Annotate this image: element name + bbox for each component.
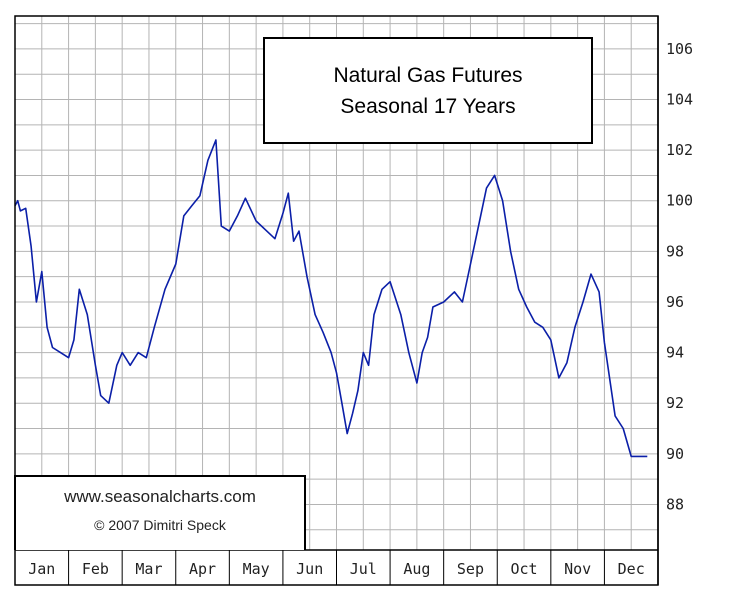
y-tick-label: 96 — [666, 293, 684, 311]
x-tick-label: Aug — [403, 560, 430, 578]
x-tick-label: Jan — [28, 560, 55, 578]
x-tick-label: Nov — [564, 560, 591, 578]
chart-border — [14, 15, 659, 586]
x-axis: Jan Feb Mar Apr May Jun Jul Aug Sep Oct Nov Dec — [15, 16, 659, 585]
y-tick-label: 88 — [666, 495, 684, 513]
y-tick-label: 106 — [666, 40, 693, 58]
x-tick-label: Apr — [189, 560, 216, 578]
x-tick-label: May — [243, 560, 270, 578]
x-tick-label: Oct — [510, 560, 537, 578]
y-tick-label: 102 — [666, 141, 693, 159]
x-tick-label: Dec — [618, 560, 645, 578]
x-tick-label: Jul — [350, 560, 377, 578]
title-box: Natural Gas Futures Seasonal 17 Years — [263, 37, 593, 144]
credit-author: © 2007 Dimitri Speck — [94, 517, 226, 533]
y-tick-label: 90 — [666, 445, 684, 463]
credit-box: www.seasonalcharts.com © 2007 Dimitri Sp… — [14, 475, 306, 550]
x-tick-label: Feb — [82, 560, 109, 578]
y-tick-label: 104 — [666, 91, 693, 109]
x-tick-label: Sep — [457, 560, 484, 578]
y-tick-label: 94 — [666, 344, 684, 362]
y-tick-label: 92 — [666, 394, 684, 412]
series-line — [14, 139, 648, 458]
credit-url: www.seasonalcharts.com — [64, 487, 256, 506]
x-tick-label: Mar — [135, 560, 162, 578]
y-tick-label: 98 — [666, 242, 684, 260]
chart-title-line-1: Natural Gas Futures — [333, 63, 523, 87]
chart-title-line-2: Seasonal 17 Years — [340, 94, 516, 118]
y-tick-label: 100 — [666, 192, 693, 210]
y-tick-labels: 88 90 92 94 96 98 100 102 104 106 — [666, 40, 693, 514]
grid-layer — [15, 16, 658, 550]
x-tick-label: Jun — [296, 560, 323, 578]
